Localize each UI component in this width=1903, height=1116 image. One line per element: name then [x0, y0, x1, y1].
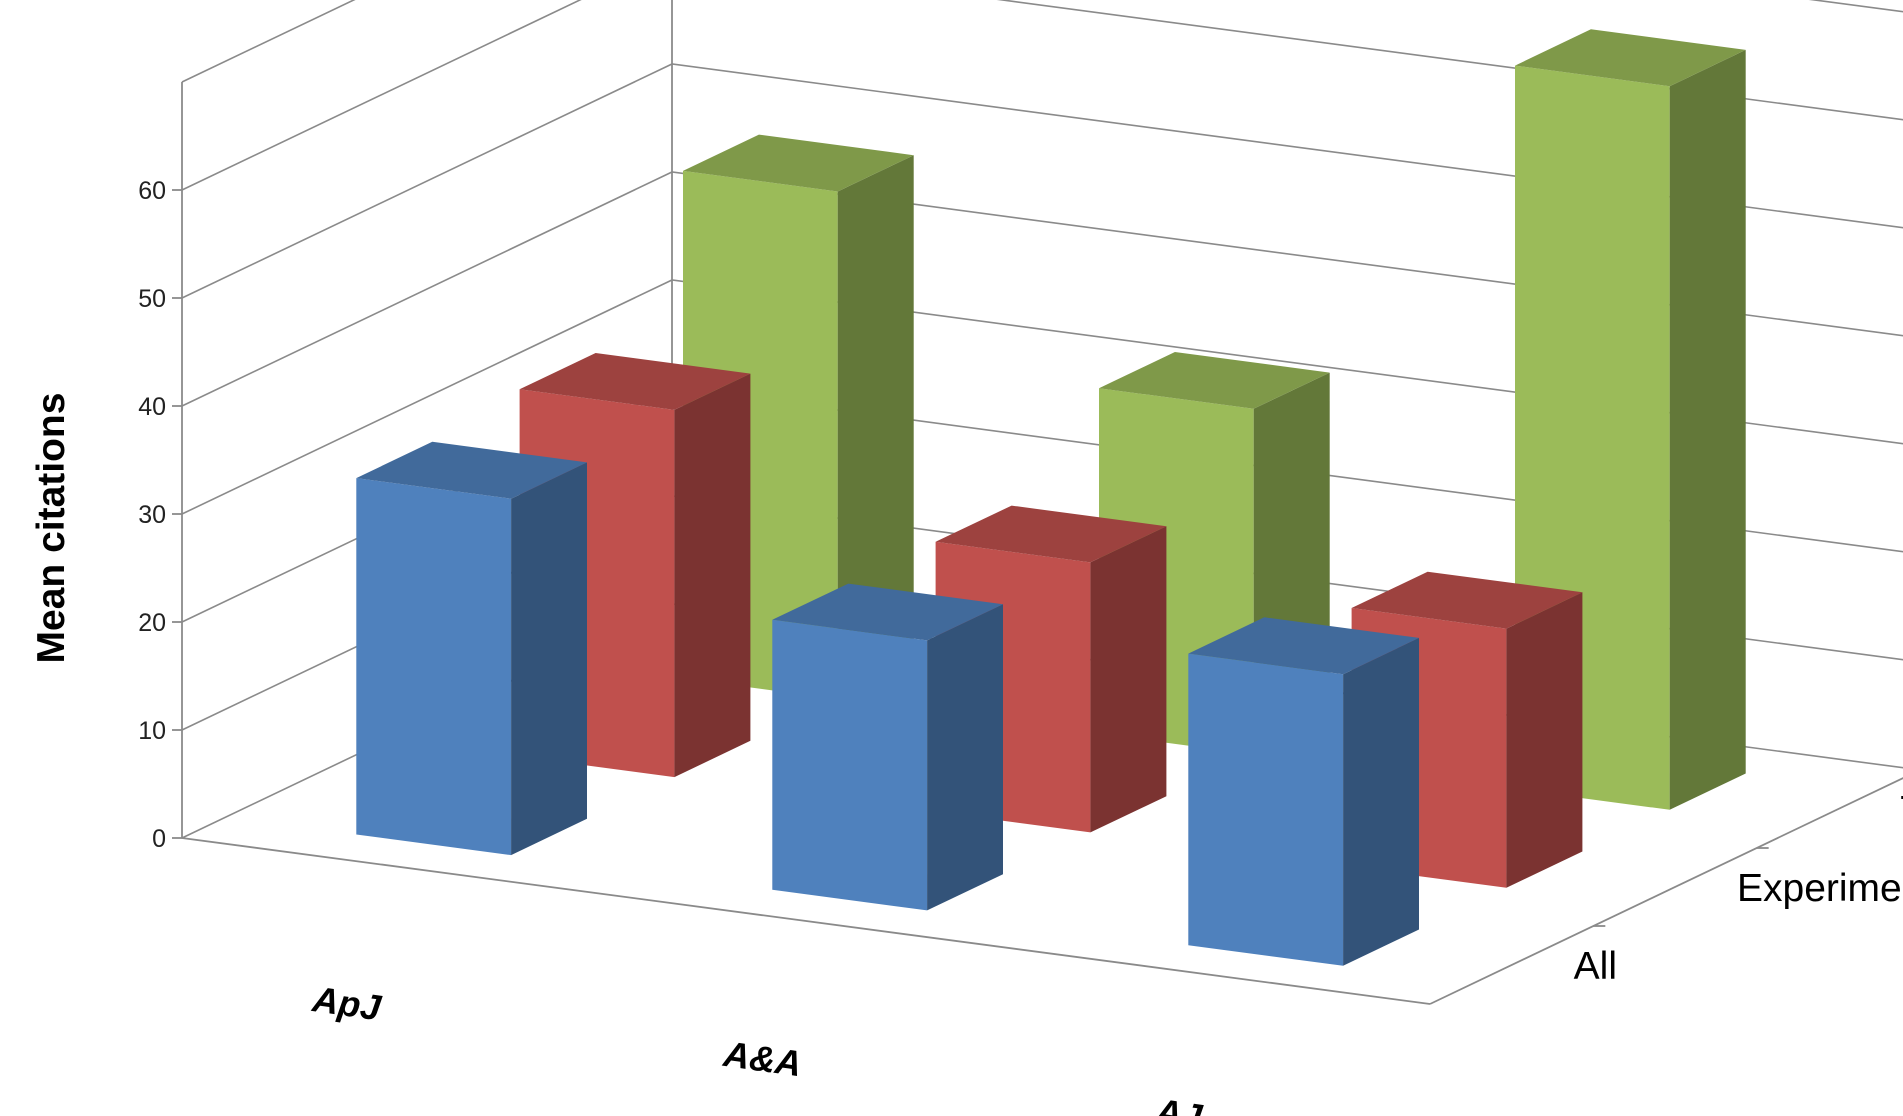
bar-side-face	[837, 155, 914, 700]
bar-top-face	[1188, 617, 1419, 675]
bar-all-1	[772, 583, 1003, 911]
series-axis-line	[1429, 777, 1903, 1005]
bar-front-face	[1188, 653, 1344, 966]
y-tick-label: 10	[138, 717, 166, 745]
series-label-theoretical: Theoretical	[1900, 789, 1903, 832]
bar-side-face	[1506, 592, 1583, 888]
series-label-all: All	[1574, 945, 1617, 988]
bar-top-face	[683, 134, 914, 192]
bar-side-face	[511, 462, 587, 856]
category-label: AJ	[1152, 1090, 1205, 1116]
bar-experimental-0	[519, 353, 751, 778]
series-label-experimental: Experimental	[1737, 867, 1903, 910]
y-tick-label: 60	[138, 177, 166, 205]
bar-top-face	[1351, 571, 1583, 629]
bar-side-face	[1669, 49, 1746, 810]
gridline	[181, 0, 1903, 83]
y-tick-label: 0	[152, 825, 166, 853]
bar-top-face	[935, 505, 1167, 563]
y-tick-label: 30	[138, 501, 166, 529]
bar-top-face	[356, 441, 587, 499]
y-tick-label: 50	[138, 285, 166, 313]
bar-side-face	[927, 604, 1003, 911]
bar-all-2	[1188, 617, 1419, 966]
bar-side-face	[1343, 637, 1419, 966]
gridline	[181, 0, 1903, 191]
y-axis-title: Mean citations	[30, 393, 73, 664]
category-label: A&A	[720, 1033, 804, 1085]
category-label: ApJ	[309, 978, 384, 1028]
bar-side-face	[1090, 526, 1167, 833]
bar-side-face	[674, 373, 751, 778]
bar-front-face	[356, 478, 512, 856]
bar-layer	[356, 29, 1746, 966]
bar-top-face	[519, 353, 751, 410]
bar-top-face	[1099, 352, 1330, 409]
bar-top-face	[772, 583, 1003, 641]
axis-layer	[172, 0, 1903, 1005]
y-tick-label: 20	[138, 609, 166, 637]
y-tick-label: 40	[138, 393, 166, 421]
category-axis-line	[181, 837, 1431, 1005]
label-layer: 0 10 20 30 40 50 60 ApJ A&A AJ All Experimental Theo…	[138, 177, 1903, 1116]
bar-front-face	[772, 619, 928, 911]
bar-all-0	[356, 441, 587, 856]
bar-top-face	[1515, 29, 1746, 87]
